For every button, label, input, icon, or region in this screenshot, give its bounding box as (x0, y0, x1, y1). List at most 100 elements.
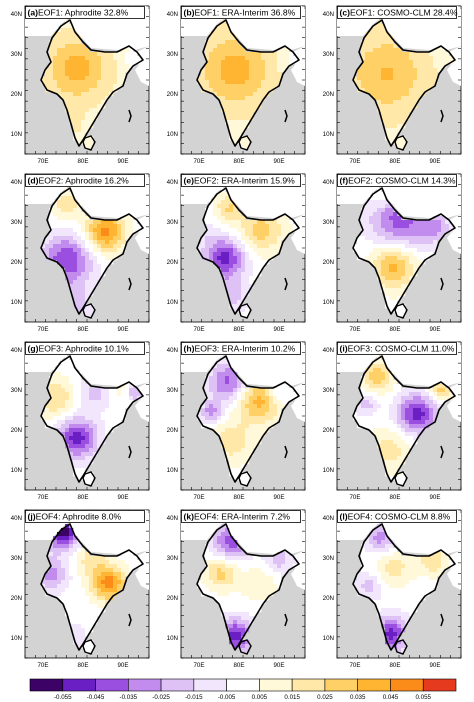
panel-title-text: EOF2: Aphrodite 16.2% (38, 176, 129, 186)
colorbar-swatch (193, 678, 227, 692)
panel-title-box (181, 174, 301, 187)
panel-title-text: EOF2: COSMO-CLM 14.3% (348, 176, 456, 186)
lon-tick-label: 90E (273, 158, 284, 165)
lat-tick-label: 40N (323, 347, 334, 354)
lon-tick-label: 80E (233, 158, 244, 165)
lat-tick-label: 40N (323, 515, 334, 522)
map-panel-b: (b)EOF1: ERA-Interim 36.8% 40N 30N 20N 10N 70… (167, 5, 306, 165)
panel-label: (a) (28, 8, 39, 18)
panel-title: (k)EOF4: ERA-Interim 7.2% (184, 512, 291, 522)
panel-title-box (337, 6, 457, 19)
lat-tick-label: 40N (167, 11, 178, 18)
panel-title-text: EOF3: Aphrodite 10.1% (38, 344, 129, 354)
lat-tick-label: 40N (11, 11, 22, 18)
map-panel-d: (d)EOF2: Aphrodite 16.2% 40N 30N 20N 10N 70E 8… (11, 173, 150, 333)
surrounding-land-east (291, 214, 305, 254)
panel-title-box (181, 342, 301, 355)
lat-tick-label: 40N (323, 179, 334, 186)
panel-grid: (a)EOF1: Aphrodite 32.8% 40N 30N 20N 10N 70E 8… (11, 5, 462, 669)
map-panel-c: (c)EOF1: COSMO-CLM 28.4% 40N 30N 20N 10N 70E 8… (323, 5, 462, 165)
andaman-islands (128, 109, 132, 123)
lat-tick-label: 30N (323, 219, 334, 226)
colorbar-swatch (62, 678, 96, 692)
lat-tick-label: 30N (11, 387, 22, 394)
lat-tick-label: 30N (167, 51, 178, 58)
lon-tick-label: 80E (389, 662, 400, 669)
eof-field (353, 356, 454, 485)
india-boundary (352, 523, 456, 651)
lon-tick-label: 80E (77, 158, 88, 165)
sri-lanka-boundary (394, 471, 408, 487)
lat-tick-label: 20N (323, 91, 334, 98)
lon-tick-label: 90E (117, 494, 128, 501)
colorbar-tick-label: 0.045 (383, 694, 399, 701)
panel-label: (e) (184, 176, 195, 186)
andaman-islands (128, 445, 132, 459)
lon-tick-label: 90E (429, 662, 440, 669)
eof-field (353, 20, 454, 149)
sri-lanka-boundary (238, 303, 252, 319)
colorbar-swatch (291, 678, 326, 692)
india-boundary (352, 187, 456, 315)
panel-label: (g) (28, 344, 39, 354)
colorbar-swatch (259, 678, 293, 692)
sri-lanka-boundary (394, 135, 408, 151)
panel-title-text: EOF4: ERA-Interim 7.2% (194, 512, 290, 522)
andaman-islands (128, 277, 132, 291)
andaman-islands (440, 445, 444, 459)
colorbar-swatch (324, 678, 358, 692)
sri-lanka-boundary (82, 303, 96, 319)
panel-label: (i) (340, 344, 348, 354)
india-boundary (40, 523, 144, 651)
lon-tick-label: 80E (77, 662, 88, 669)
lat-tick-label: 20N (167, 427, 178, 434)
lon-tick-label: 70E (349, 158, 360, 165)
lat-tick-label: 10N (11, 299, 22, 306)
panel-title-box (25, 510, 145, 523)
panel-label: (h) (184, 344, 195, 354)
lat-tick-label: 10N (11, 467, 22, 474)
panel-title-box (337, 342, 457, 355)
panel-title: (e)EOF2: ERA-Interim 15.9% (184, 176, 296, 186)
panel-title: (g)EOF3: Aphrodite 10.1% (28, 344, 130, 354)
lat-tick-label: 20N (323, 259, 334, 266)
lon-tick-label: 90E (429, 494, 440, 501)
lon-tick-label: 70E (193, 158, 204, 165)
panel-title: (j)EOF4: Aphrodite 8.0% (28, 512, 122, 522)
lat-tick-label: 10N (167, 635, 178, 642)
lat-tick-label: 20N (323, 427, 334, 434)
panel-title-box (25, 6, 145, 19)
panel-title-box (25, 342, 145, 355)
lon-tick-label: 90E (273, 326, 284, 333)
andaman-islands (440, 277, 444, 291)
lat-tick-label: 30N (167, 555, 178, 562)
lat-tick-label: 20N (11, 595, 22, 602)
lat-tick-label: 10N (323, 635, 334, 642)
lon-tick-label: 70E (37, 662, 48, 669)
andaman-islands (440, 109, 444, 123)
sri-lanka-boundary (238, 471, 252, 487)
map-panel-l: (l)EOF4: COSMO-CLM 8.8% 40N 30N 20N 10N 70E 80… (323, 509, 462, 669)
lat-tick-label: 30N (323, 51, 334, 58)
panel-title-text: EOF2: ERA-Interim 15.9% (194, 176, 295, 186)
lon-tick-label: 90E (117, 662, 128, 669)
lat-tick-label: 10N (323, 299, 334, 306)
lat-tick-label: 20N (11, 91, 22, 98)
map-panel-e: (e)EOF2: ERA-Interim 15.9% 40N 30N 20N 10N 70… (167, 173, 306, 333)
panel-title: (b)EOF1: ERA-Interim 36.8% (184, 8, 296, 18)
eof-field (41, 188, 142, 317)
andaman-islands (284, 613, 288, 627)
lon-tick-label: 70E (37, 494, 48, 501)
surrounding-land-east (447, 46, 461, 86)
colorbar-swatch (226, 678, 260, 692)
sri-lanka-boundary (82, 639, 96, 655)
panel-title-text: EOF1: Aphrodite 32.8% (38, 8, 129, 18)
lat-tick-label: 10N (11, 131, 22, 138)
surrounding-land-east (135, 550, 149, 590)
map-panel-a: (a)EOF1: Aphrodite 32.8% 40N 30N 20N 10N 70E 8… (11, 5, 150, 165)
frame-ticks (336, 509, 462, 659)
colorbar-labels: -0.055 -0.045 -0.035 -0.025 -0.015 -0.005 0.00… (54, 694, 432, 701)
lat-tick-label: 40N (11, 515, 22, 522)
panel-title-box (337, 174, 457, 187)
